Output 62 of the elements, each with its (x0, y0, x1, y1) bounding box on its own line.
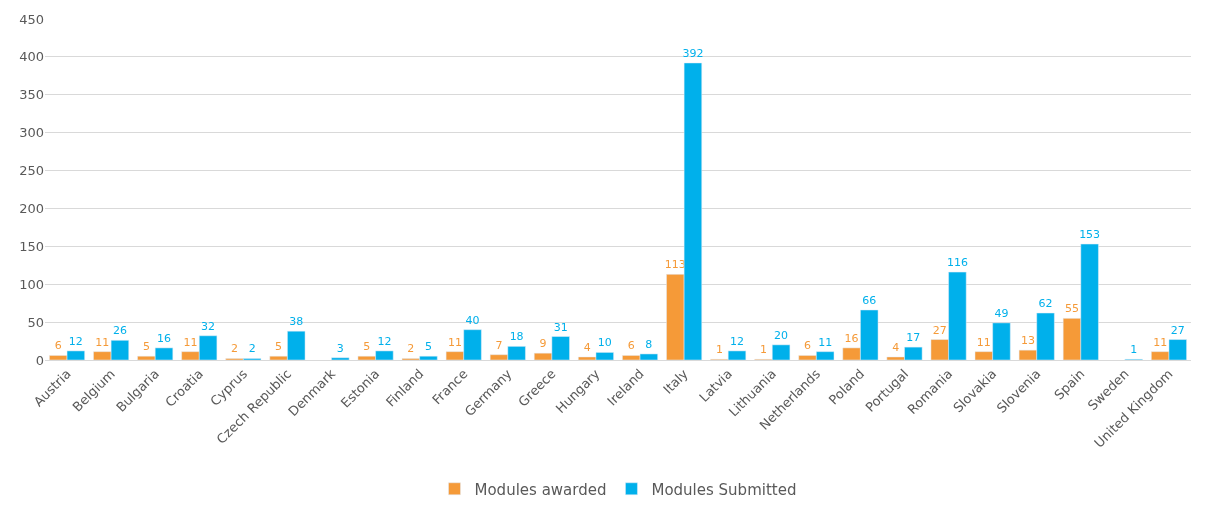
data-label: 16 (844, 331, 859, 345)
data-label: 116 (946, 256, 968, 270)
data-label: 8 (645, 337, 653, 351)
data-label: 66 (862, 293, 877, 307)
data-label: 10 (597, 336, 612, 350)
data-label: 20 (774, 328, 789, 342)
y-tick-label: 150 (19, 238, 44, 254)
data-label: 4 (892, 340, 900, 354)
data-label: 18 (509, 330, 524, 344)
data-label: 5 (424, 340, 432, 354)
data-label: 11 (976, 335, 991, 349)
y-tick-label: 350 (19, 87, 44, 103)
data-label: 11 (95, 335, 110, 349)
data-label: 153 (1079, 228, 1101, 242)
y-tick-label: 200 (19, 200, 44, 216)
data-label: 55 (1064, 302, 1079, 316)
data-label: 32 (201, 319, 216, 333)
y-tick-label: 400 (19, 49, 44, 65)
y-tick-label: 0 (35, 352, 44, 368)
legend-label: Modules awarded (474, 480, 607, 499)
data-label: 11 (183, 335, 198, 349)
data-label: 11 (818, 335, 833, 349)
data-label: 2 (248, 342, 256, 356)
data-label: 11 (447, 335, 462, 349)
data-label: 5 (363, 340, 371, 354)
data-label: 4 (583, 340, 591, 354)
data-label: 5 (142, 340, 150, 354)
data-label: 16 (157, 331, 172, 345)
data-label: 2 (407, 342, 415, 356)
data-label: 27 (1170, 323, 1185, 337)
y-tick-label: 100 (19, 276, 44, 292)
data-label: 3 (336, 341, 344, 355)
data-label: 26 (112, 324, 127, 338)
data-label: 392 (682, 46, 704, 60)
data-label: 27 (932, 323, 947, 337)
bar (331, 357, 350, 360)
y-tick-label: 50 (27, 314, 44, 330)
data-label: 9 (539, 337, 547, 351)
data-label: 7 (495, 338, 503, 352)
y-tick-label: 450 (19, 11, 44, 27)
data-label: 31 (553, 320, 568, 334)
legend-label: Modules Submitted (651, 480, 797, 499)
data-label: 12 (377, 334, 392, 348)
data-label: 12 (730, 334, 745, 348)
data-label: 5 (275, 340, 283, 354)
y-tick-label: 250 (19, 163, 44, 179)
data-label: 49 (994, 306, 1009, 320)
data-label: 17 (906, 331, 921, 345)
data-label: 38 (289, 315, 304, 329)
data-label: 13 (1020, 334, 1035, 348)
data-label: 62 (1038, 297, 1053, 311)
data-label: 6 (804, 339, 812, 353)
data-label: 1 (759, 343, 767, 357)
data-label: 2 (231, 342, 239, 356)
y-tick-label: 300 (19, 125, 44, 141)
data-label: 6 (54, 339, 62, 353)
data-label: 1 (715, 343, 723, 357)
data-label: 11 (1153, 335, 1168, 349)
data-label: 40 (465, 313, 480, 327)
data-label: 6 (627, 339, 635, 353)
data-label: 1 (1130, 343, 1138, 357)
data-label: 12 (68, 334, 83, 348)
